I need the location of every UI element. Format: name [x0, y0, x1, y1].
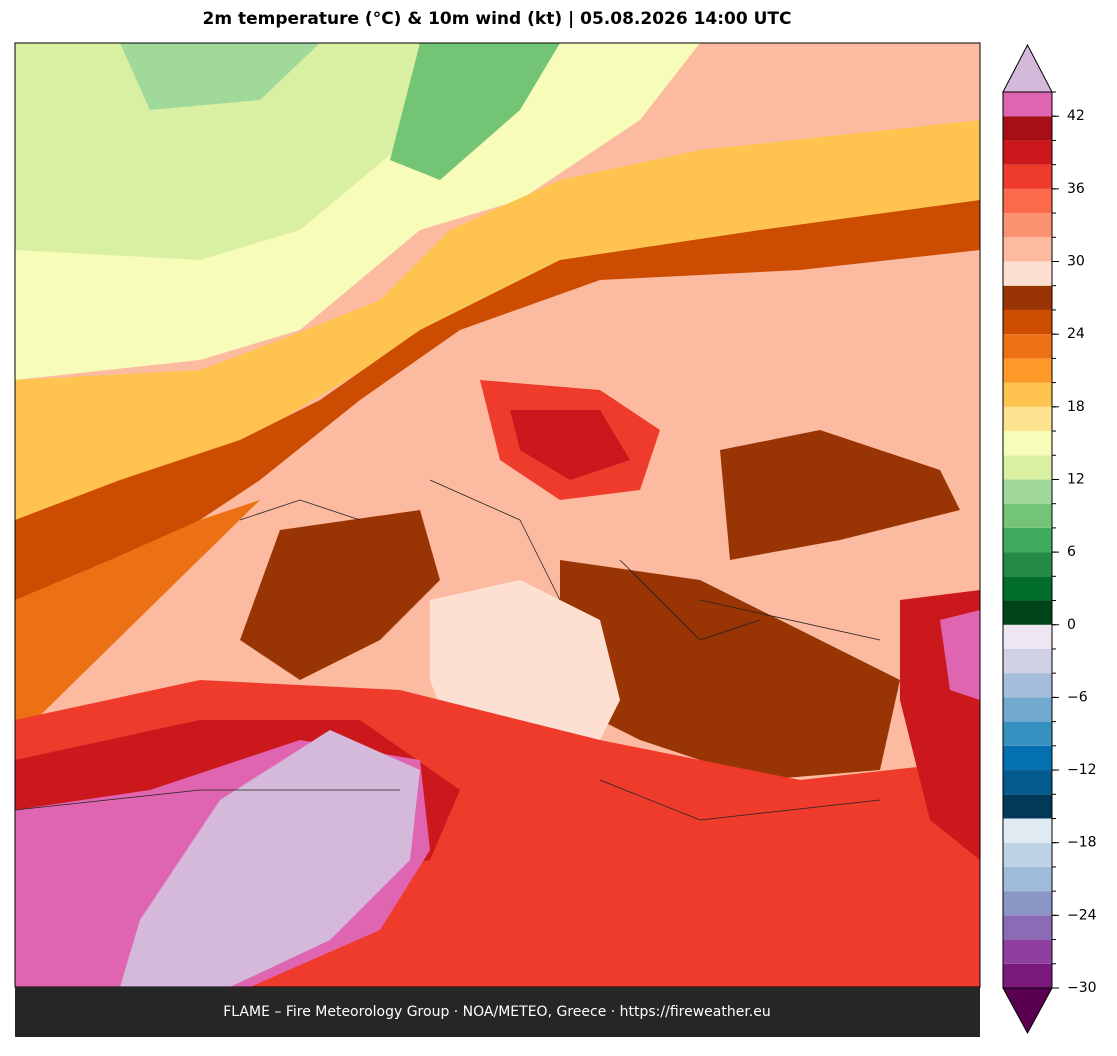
colorbar-segment — [1003, 624, 1052, 649]
colorbar-segment — [1003, 406, 1052, 432]
colorbar-segment — [1003, 213, 1052, 238]
colorbar-segment — [1003, 891, 1052, 916]
colorbar-segment — [1003, 770, 1052, 795]
colorbar-tick-label: −18 — [1067, 835, 1097, 851]
colorbar-segment — [1003, 915, 1052, 940]
colorbar-tick-label: 0 — [1067, 617, 1076, 633]
colorbar-tick-label: −6 — [1067, 689, 1088, 705]
colorbar-segment — [1003, 842, 1052, 867]
colorbar-tick-label: 30 — [1067, 254, 1085, 270]
colorbar-segment — [1003, 673, 1052, 698]
colorbar-segment — [1003, 455, 1052, 480]
colorbar-extend-min — [1002, 987, 1053, 1035]
colorbar-segment — [1003, 140, 1052, 165]
colorbar-segment — [1003, 285, 1052, 310]
colorbar-tick-label: −24 — [1067, 907, 1097, 923]
colorbar-frame — [1002, 91, 1053, 989]
colorbar-segment — [1003, 237, 1052, 262]
colorbar-segment — [1003, 697, 1052, 722]
footer: FLAME – Fire Meteorology Group · NOA/MET… — [223, 1004, 771, 1020]
colorbar-segment — [1003, 382, 1052, 407]
colorbar-tick-label: 18 — [1067, 399, 1085, 415]
colorbar-segment — [1003, 866, 1052, 892]
colorbar-segment — [1003, 794, 1052, 819]
colorbar-segment — [1003, 818, 1052, 843]
colorbar-segment — [1003, 188, 1052, 214]
colorbar-segment — [1003, 116, 1052, 141]
colorbar-segment — [1003, 527, 1052, 553]
colorbar-segment — [1003, 503, 1052, 528]
colorbar-tick-label: 36 — [1067, 181, 1085, 197]
footer-bar — [15, 987, 980, 1037]
colorbar-tick-label: −12 — [1067, 762, 1097, 778]
colorbar-segment — [1003, 261, 1052, 286]
colorbar-segment — [1003, 479, 1052, 504]
colorbar-tick-label: 6 — [1067, 544, 1076, 560]
colorbar-segment — [1003, 92, 1052, 117]
colorbar-segment — [1003, 939, 1052, 964]
colorbar-tick-label: 12 — [1067, 471, 1085, 487]
map — [15, 43, 980, 987]
colorbar-segment — [1003, 600, 1052, 625]
colorbar-segment — [1003, 745, 1052, 771]
colorbar-tick-label: −30 — [1067, 980, 1097, 996]
colorbar: −30 −24 −18 −12 −6 0 6 12 18 24 30 36 42 — [1002, 43, 1097, 1035]
colorbar-segment — [1003, 309, 1052, 335]
colorbar-segment — [1003, 963, 1052, 988]
colorbar-segment — [1003, 334, 1052, 359]
colorbar-segment — [1003, 358, 1052, 383]
colorbar-segment — [1003, 552, 1052, 577]
title: 2m temperature (°C) & 10m wind (kt) | 05… — [202, 9, 791, 29]
colorbar-tick-label: 42 — [1067, 108, 1085, 124]
colorbar-segment — [1003, 648, 1052, 674]
colorbar-extend-max — [1002, 43, 1053, 93]
colorbar-segment — [1003, 721, 1052, 746]
colorbar-segment — [1003, 431, 1052, 456]
colorbar-tick-label: 24 — [1067, 326, 1085, 342]
colorbar-segment — [1003, 576, 1052, 601]
colorbar-segment — [1003, 164, 1052, 189]
